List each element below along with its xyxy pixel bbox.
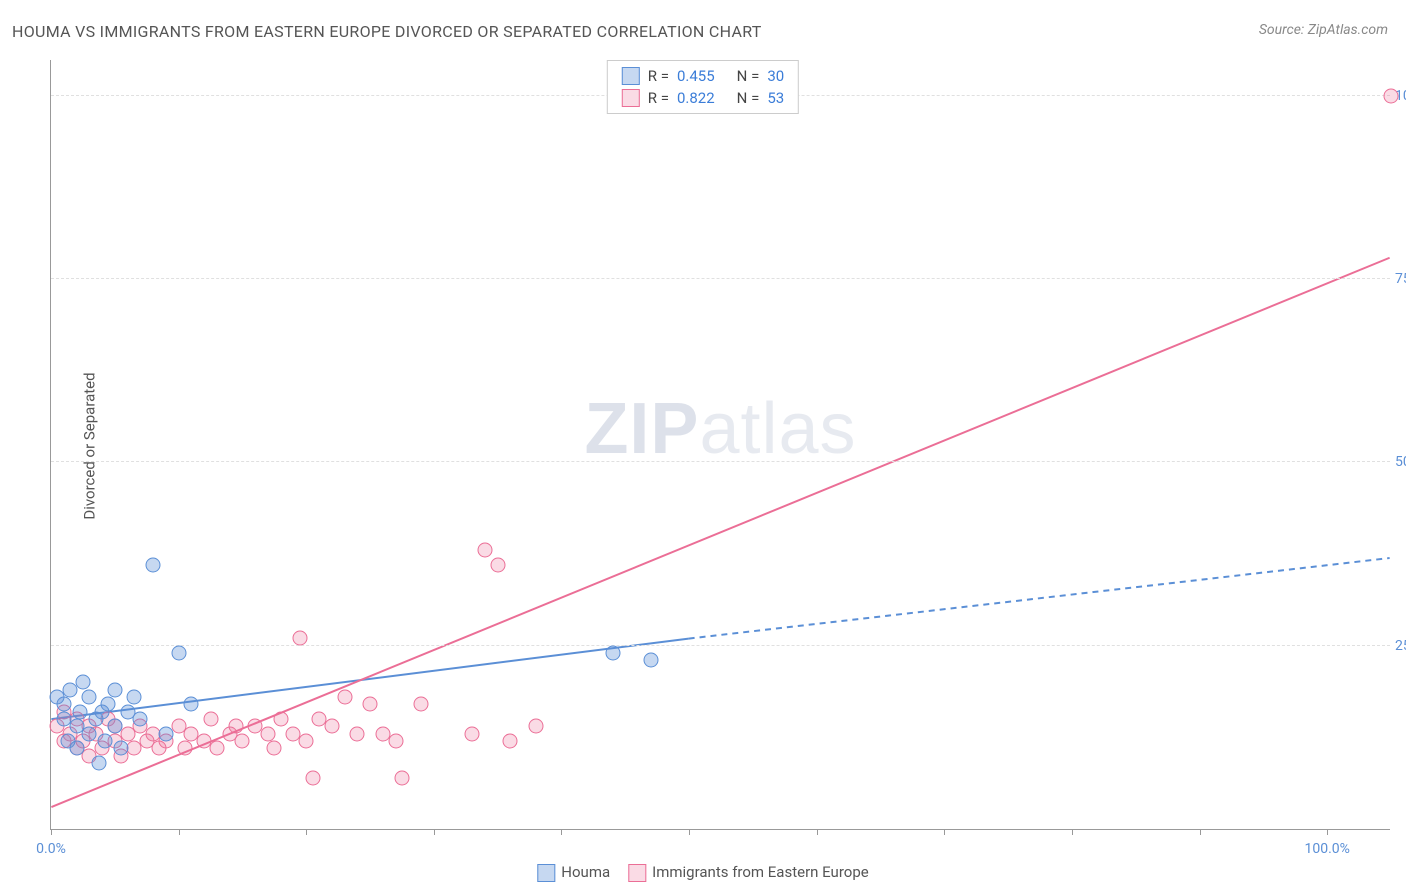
data-point-blue <box>97 734 112 749</box>
chart-plot-area: ZIPatlas 25.0%50.0%75.0%100.0%0.0%100.0% <box>50 60 1390 830</box>
watermark: ZIPatlas <box>584 388 856 470</box>
series-legend: Houma Immigrants from Eastern Europe <box>537 863 868 882</box>
data-point-blue <box>107 682 122 697</box>
x-tick <box>1327 829 1328 835</box>
legend-swatch-blue <box>537 864 555 882</box>
data-point-pink <box>337 690 352 705</box>
data-point-pink <box>260 726 275 741</box>
data-point-blue <box>56 697 71 712</box>
data-point-pink <box>394 770 409 785</box>
data-point-pink <box>490 558 505 573</box>
data-point-pink <box>235 734 250 749</box>
data-point-blue <box>133 712 148 727</box>
data-point-blue <box>114 741 129 756</box>
data-point-pink <box>414 697 429 712</box>
data-point-pink <box>305 770 320 785</box>
data-point-pink <box>363 697 378 712</box>
data-point-pink <box>203 712 218 727</box>
x-tick <box>1200 829 1201 835</box>
data-point-pink <box>178 741 193 756</box>
y-tick-label: 50.0% <box>1395 454 1406 470</box>
chart-title: HOUMA VS IMMIGRANTS FROM EASTERN EUROPE … <box>12 22 762 41</box>
legend-label: Immigrants from Eastern Europe <box>652 863 869 881</box>
data-point-pink <box>528 719 543 734</box>
n-value: 30 <box>767 67 784 85</box>
data-point-blue <box>605 646 620 661</box>
data-point-blue <box>101 697 116 712</box>
data-point-blue <box>184 697 199 712</box>
data-point-pink <box>1384 88 1399 103</box>
data-point-pink <box>503 734 518 749</box>
data-point-blue <box>107 719 122 734</box>
data-point-pink <box>299 734 314 749</box>
data-point-blue <box>82 690 97 705</box>
data-point-blue <box>69 741 84 756</box>
data-point-pink <box>388 734 403 749</box>
data-point-blue <box>82 726 97 741</box>
watermark-rest: atlas <box>699 389 856 469</box>
x-tick <box>689 829 690 835</box>
data-point-blue <box>73 704 88 719</box>
r-value: 0.822 <box>677 89 715 107</box>
data-point-pink <box>229 719 244 734</box>
x-tick-label: 100.0% <box>1304 841 1349 857</box>
data-point-blue <box>75 675 90 690</box>
gridline <box>51 645 1390 646</box>
data-point-pink <box>273 712 288 727</box>
trend-lines-layer <box>51 60 1390 829</box>
data-point-pink <box>324 719 339 734</box>
data-point-blue <box>643 653 658 668</box>
data-point-pink <box>292 631 307 646</box>
data-point-blue <box>146 558 161 573</box>
x-tick <box>944 829 945 835</box>
gridline <box>51 461 1390 462</box>
x-tick <box>1072 829 1073 835</box>
data-point-pink <box>267 741 282 756</box>
x-tick <box>434 829 435 835</box>
r-label: R = <box>648 89 669 107</box>
correlation-legend: R = 0.455 N = 30 R = 0.822 N = 53 <box>607 60 799 114</box>
legend-item-pink: Immigrants from Eastern Europe <box>628 863 869 882</box>
data-point-pink <box>465 726 480 741</box>
r-value: 0.455 <box>677 67 715 85</box>
x-tick <box>179 829 180 835</box>
data-point-pink <box>350 726 365 741</box>
source-attribution: Source: ZipAtlas.com <box>1259 22 1388 38</box>
x-tick <box>306 829 307 835</box>
data-point-pink <box>209 741 224 756</box>
data-point-pink <box>477 543 492 558</box>
x-tick <box>51 829 52 835</box>
watermark-bold: ZIP <box>584 389 699 469</box>
legend-swatch-pink <box>622 89 640 107</box>
n-label: N = <box>737 89 760 107</box>
legend-item-blue: Houma <box>537 863 610 882</box>
legend-swatch-pink <box>628 864 646 882</box>
y-tick-label: 75.0% <box>1395 271 1406 287</box>
legend-label: Houma <box>561 863 610 881</box>
n-value: 53 <box>767 89 784 107</box>
x-tick <box>817 829 818 835</box>
legend-swatch-blue <box>622 67 640 85</box>
n-label: N = <box>737 67 760 85</box>
gridline <box>51 278 1390 279</box>
legend-row-blue: R = 0.455 N = 30 <box>622 65 784 87</box>
r-label: R = <box>648 67 669 85</box>
x-tick <box>561 829 562 835</box>
y-tick-label: 25.0% <box>1395 638 1406 654</box>
data-point-blue <box>171 646 186 661</box>
legend-row-pink: R = 0.822 N = 53 <box>622 87 784 109</box>
x-tick-label: 0.0% <box>36 841 66 857</box>
data-point-blue <box>126 690 141 705</box>
data-point-blue <box>158 726 173 741</box>
data-point-blue <box>92 756 107 771</box>
